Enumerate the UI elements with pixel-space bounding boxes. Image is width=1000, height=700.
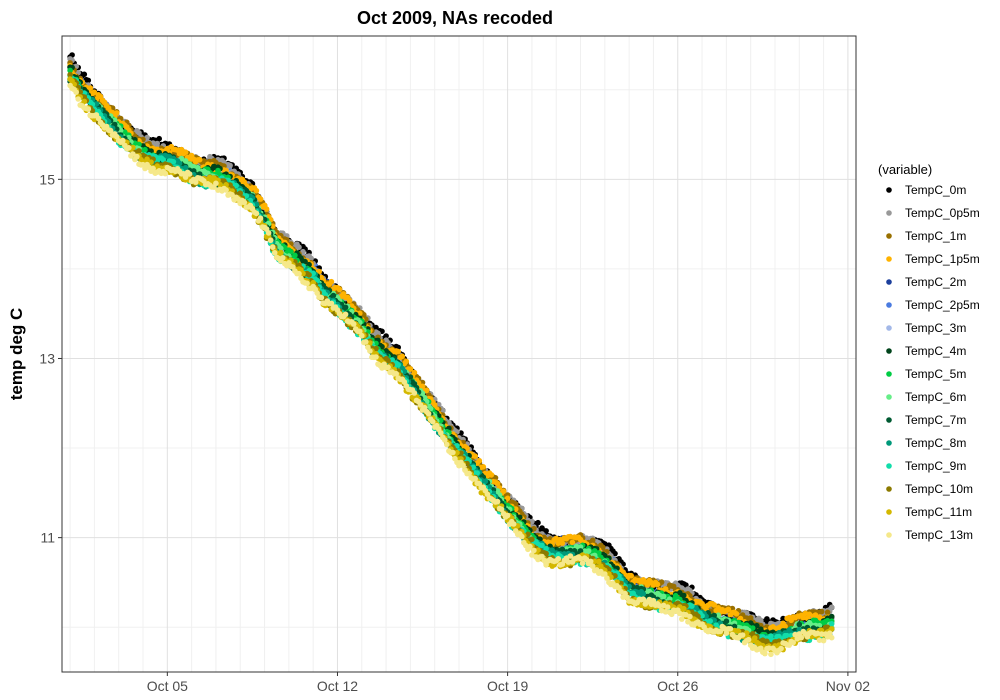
- data-point: [824, 609, 831, 616]
- chart-title: Oct 2009, NAs recoded: [357, 8, 553, 28]
- data-point: [154, 140, 160, 147]
- data-point: [535, 519, 541, 526]
- data-point: [87, 85, 94, 91]
- data-point: [403, 358, 410, 365]
- data-point: [346, 297, 353, 304]
- data-point: [733, 611, 740, 617]
- plot-panel: [61, 35, 857, 673]
- data-point: [589, 537, 596, 544]
- data-point: [677, 590, 683, 596]
- data-point: [628, 572, 634, 579]
- data-point: [754, 622, 760, 629]
- data-point: [399, 353, 406, 360]
- data-point: [828, 613, 835, 620]
- data-point: [723, 618, 730, 624]
- data-point: [419, 383, 426, 390]
- data-point: [395, 362, 402, 368]
- data-point: [136, 148, 142, 154]
- data-point: [227, 162, 233, 169]
- data-point: [296, 244, 302, 250]
- data-point: [476, 457, 483, 464]
- data-point: [828, 604, 835, 611]
- data-point: [383, 333, 389, 339]
- data-point: [257, 196, 264, 202]
- data-point: [328, 278, 335, 285]
- data-point: [711, 602, 717, 608]
- data-point: [431, 402, 438, 408]
- data-point: [156, 135, 162, 142]
- data-point: [569, 539, 576, 546]
- data-point: [640, 591, 647, 597]
- data-point: [559, 540, 566, 546]
- data-point: [81, 71, 88, 78]
- data-point: [407, 366, 414, 372]
- data-point: [308, 255, 314, 262]
- data-point: [269, 223, 276, 229]
- data-point: [689, 603, 695, 609]
- data-point: [336, 286, 343, 293]
- data-point: [796, 621, 803, 628]
- data-point: [480, 464, 487, 470]
- data-point: [654, 581, 661, 588]
- data-point: [263, 206, 270, 212]
- data-point: [375, 330, 381, 337]
- data-point: [658, 579, 665, 585]
- data-point: [517, 514, 523, 521]
- data-point: [395, 348, 402, 355]
- data-point: [142, 146, 148, 153]
- data-point: [543, 528, 549, 534]
- data-point: [818, 608, 825, 615]
- data-point: [600, 544, 606, 551]
- data-point: [782, 623, 788, 630]
- data-points: [67, 52, 835, 658]
- data-point: [494, 480, 501, 487]
- data-point: [472, 453, 479, 460]
- data-point: [500, 488, 507, 495]
- data-point: [85, 77, 92, 84]
- data-point: [504, 495, 511, 502]
- data-point: [330, 292, 337, 299]
- data-point: [302, 258, 308, 265]
- data-point: [707, 618, 713, 624]
- data-point: [316, 268, 323, 275]
- data-point: [342, 304, 349, 311]
- data-point: [488, 472, 495, 478]
- data-point: [182, 149, 189, 155]
- data-point: [411, 369, 418, 376]
- data-point: [423, 387, 430, 394]
- data-point: [373, 324, 379, 331]
- data-point: [567, 533, 574, 540]
- data-point: [612, 550, 618, 557]
- data-point: [660, 593, 667, 600]
- data-point: [681, 592, 687, 599]
- data-point: [67, 67, 73, 74]
- data-point: [725, 606, 732, 613]
- data-point: [91, 89, 98, 96]
- data-point: [113, 110, 120, 116]
- data-point: [464, 445, 470, 452]
- data-point: [292, 252, 298, 259]
- data-point: [253, 187, 260, 194]
- data-point: [196, 156, 203, 163]
- data-point: [585, 548, 592, 554]
